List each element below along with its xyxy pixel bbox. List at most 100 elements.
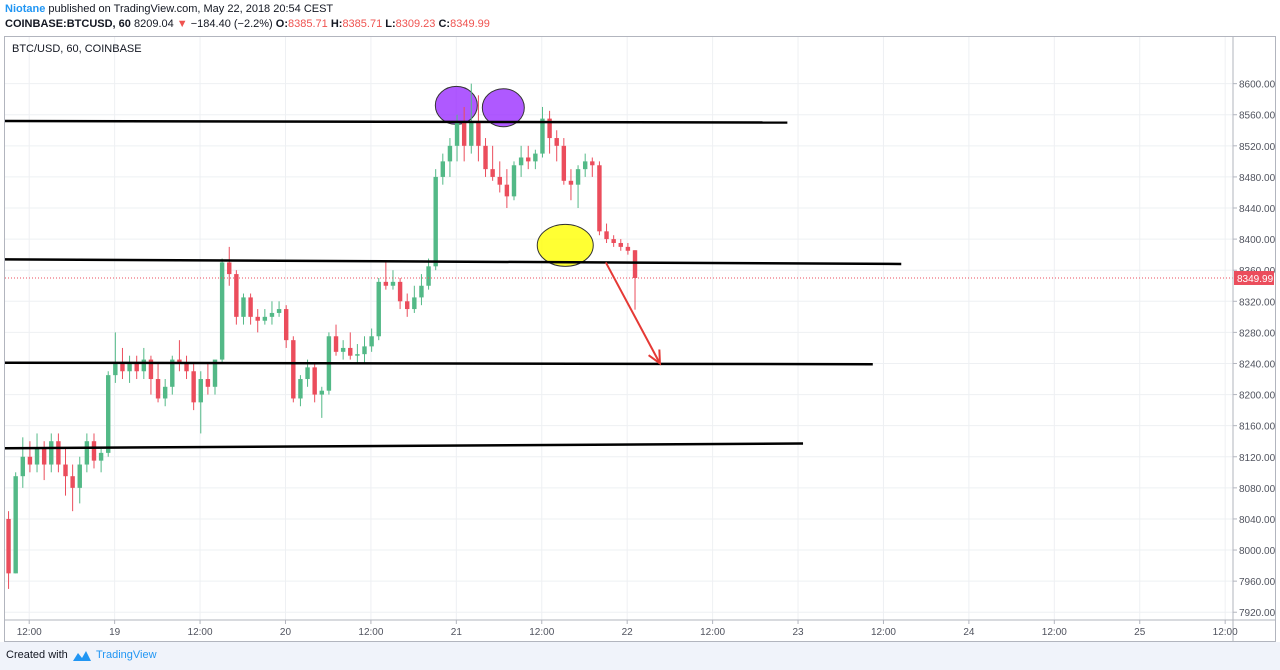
- candle-body: [618, 242, 623, 247]
- grid-lines: [5, 37, 1233, 620]
- candle-body: [483, 145, 488, 170]
- time-tick-label: 12:00: [529, 627, 554, 638]
- high-label: H:: [330, 18, 343, 30]
- candle-body: [106, 375, 111, 453]
- candle-body: [283, 309, 289, 341]
- highlight-ellipse: [536, 223, 594, 267]
- candle-body: [27, 456, 33, 465]
- candle-body: [141, 359, 147, 372]
- close-label: C:: [438, 18, 451, 30]
- candle-body: [433, 176, 438, 267]
- candle-body: [476, 122, 481, 146]
- candle-body: [312, 367, 317, 395]
- candle-body: [426, 266, 431, 286]
- trend-line: [5, 119, 788, 124]
- candle-body: [632, 250, 638, 278]
- candle-body: [333, 336, 339, 352]
- candle-body: [255, 316, 260, 321]
- time-tick-label: 12:00: [1213, 627, 1238, 638]
- trend-line: [5, 361, 873, 366]
- candle-body: [340, 347, 346, 352]
- time-tick-label: 12:00: [188, 627, 213, 638]
- candle-body: [575, 169, 581, 185]
- price-tick-label: 8040.00: [1239, 515, 1275, 526]
- price-tick-label: 8280.00: [1239, 328, 1275, 339]
- open-label: O:: [275, 18, 288, 30]
- trend-line: [5, 258, 902, 266]
- chart-area[interactable]: 7920.00 7960.00 8000.00 8040.00 8080.00 8120.…: [4, 36, 1276, 642]
- candle-body: [41, 448, 47, 465]
- candle-body: [412, 297, 417, 310]
- last-price-label: 8349.99: [1237, 274, 1274, 285]
- candle-body: [148, 359, 154, 380]
- arrow-line: [604, 261, 661, 364]
- candle-body: [490, 169, 495, 177]
- candle-body: [155, 379, 161, 399]
- down-arrow-icon: ▼: [176, 18, 188, 30]
- time-tick-label: 19: [109, 627, 121, 638]
- candle-body: [120, 363, 125, 372]
- footer-bar: Created with TradingView: [0, 642, 1280, 670]
- tradingview-link[interactable]: TradingView: [96, 649, 157, 661]
- price-tick-label: 8480.00: [1239, 173, 1275, 184]
- price-tick-label: 8320.00: [1239, 297, 1275, 308]
- ohlc-line: COINBASE:BTCUSD, 60 8209.04 ▼ −184.40 (−…: [5, 18, 490, 30]
- low-label: L:: [385, 18, 396, 30]
- price-tick-label: 8560.00: [1239, 111, 1275, 122]
- open-value: 8385.71: [288, 18, 328, 30]
- candle-body: [469, 122, 474, 146]
- price-tick-label: 8000.00: [1239, 546, 1275, 557]
- candle-body: [547, 118, 552, 139]
- drawings-layer[interactable]: [5, 119, 1233, 450]
- high-value: 8385.71: [342, 18, 383, 30]
- candle-body: [597, 165, 602, 232]
- candle-body: [454, 122, 460, 146]
- price-change: −184.40 (−2.2%): [190, 18, 273, 30]
- candle-body: [212, 359, 218, 387]
- time-tick-label: 12:00: [871, 627, 896, 638]
- candle-body: [305, 367, 310, 380]
- price-tick-label: 8240.00: [1239, 359, 1275, 370]
- candle-body: [348, 347, 353, 356]
- candle-body: [241, 297, 246, 317]
- low-value: 8309.23: [395, 18, 436, 30]
- chart-title: BTC/USD, 60, COINBASE: [12, 43, 142, 55]
- candle-body: [298, 379, 303, 399]
- chart-header: Niotane published on TradingView.com, Ma…: [0, 0, 1280, 34]
- price-tick-label: 8080.00: [1239, 484, 1275, 495]
- price-tick-label: 8120.00: [1239, 453, 1275, 464]
- candle-body: [390, 281, 396, 286]
- price-tick-label: 7920.00: [1239, 608, 1275, 619]
- candle-body: [20, 456, 26, 477]
- candle-body: [170, 359, 175, 387]
- candle-body: [63, 464, 68, 477]
- trend-line: [5, 442, 804, 450]
- candle-body: [625, 246, 631, 251]
- author-link[interactable]: Niotane: [5, 3, 46, 15]
- candle-body: [127, 363, 132, 372]
- candle-body: [134, 363, 139, 372]
- price-tick-label: 8160.00: [1239, 422, 1275, 433]
- tradingview-logo-icon[interactable]: [72, 650, 92, 662]
- candle-body: [269, 312, 275, 317]
- candle-body: [611, 239, 616, 243]
- time-axis[interactable]: 12:00 19 12:00 20 12:00 21 12:00 22 12:00 23 12:00…: [5, 619, 1275, 638]
- candle-body: [84, 441, 90, 465]
- candle-body: [13, 476, 18, 574]
- time-tick-label: 24: [963, 627, 975, 638]
- candle-body: [526, 157, 531, 162]
- candle-body: [198, 379, 203, 403]
- time-tick-label: 12:00: [1042, 627, 1067, 638]
- candle-body: [540, 118, 545, 154]
- candle-body: [113, 363, 118, 376]
- annotation-layer: [434, 85, 594, 267]
- candle-body: [419, 285, 424, 298]
- candle-body: [70, 476, 75, 488]
- time-tick-label: 12:00: [17, 627, 42, 638]
- candle-body: [561, 145, 567, 181]
- candle-body: [397, 281, 403, 302]
- candlestick-chart[interactable]: 7920.00 7960.00 8000.00 8040.00 8080.00 8120.…: [5, 37, 1275, 641]
- candle-body: [177, 359, 182, 364]
- price-axis[interactable]: 7920.00 7960.00 8000.00 8040.00 8080.00 8120.…: [1232, 37, 1275, 641]
- candle-body: [262, 316, 268, 321]
